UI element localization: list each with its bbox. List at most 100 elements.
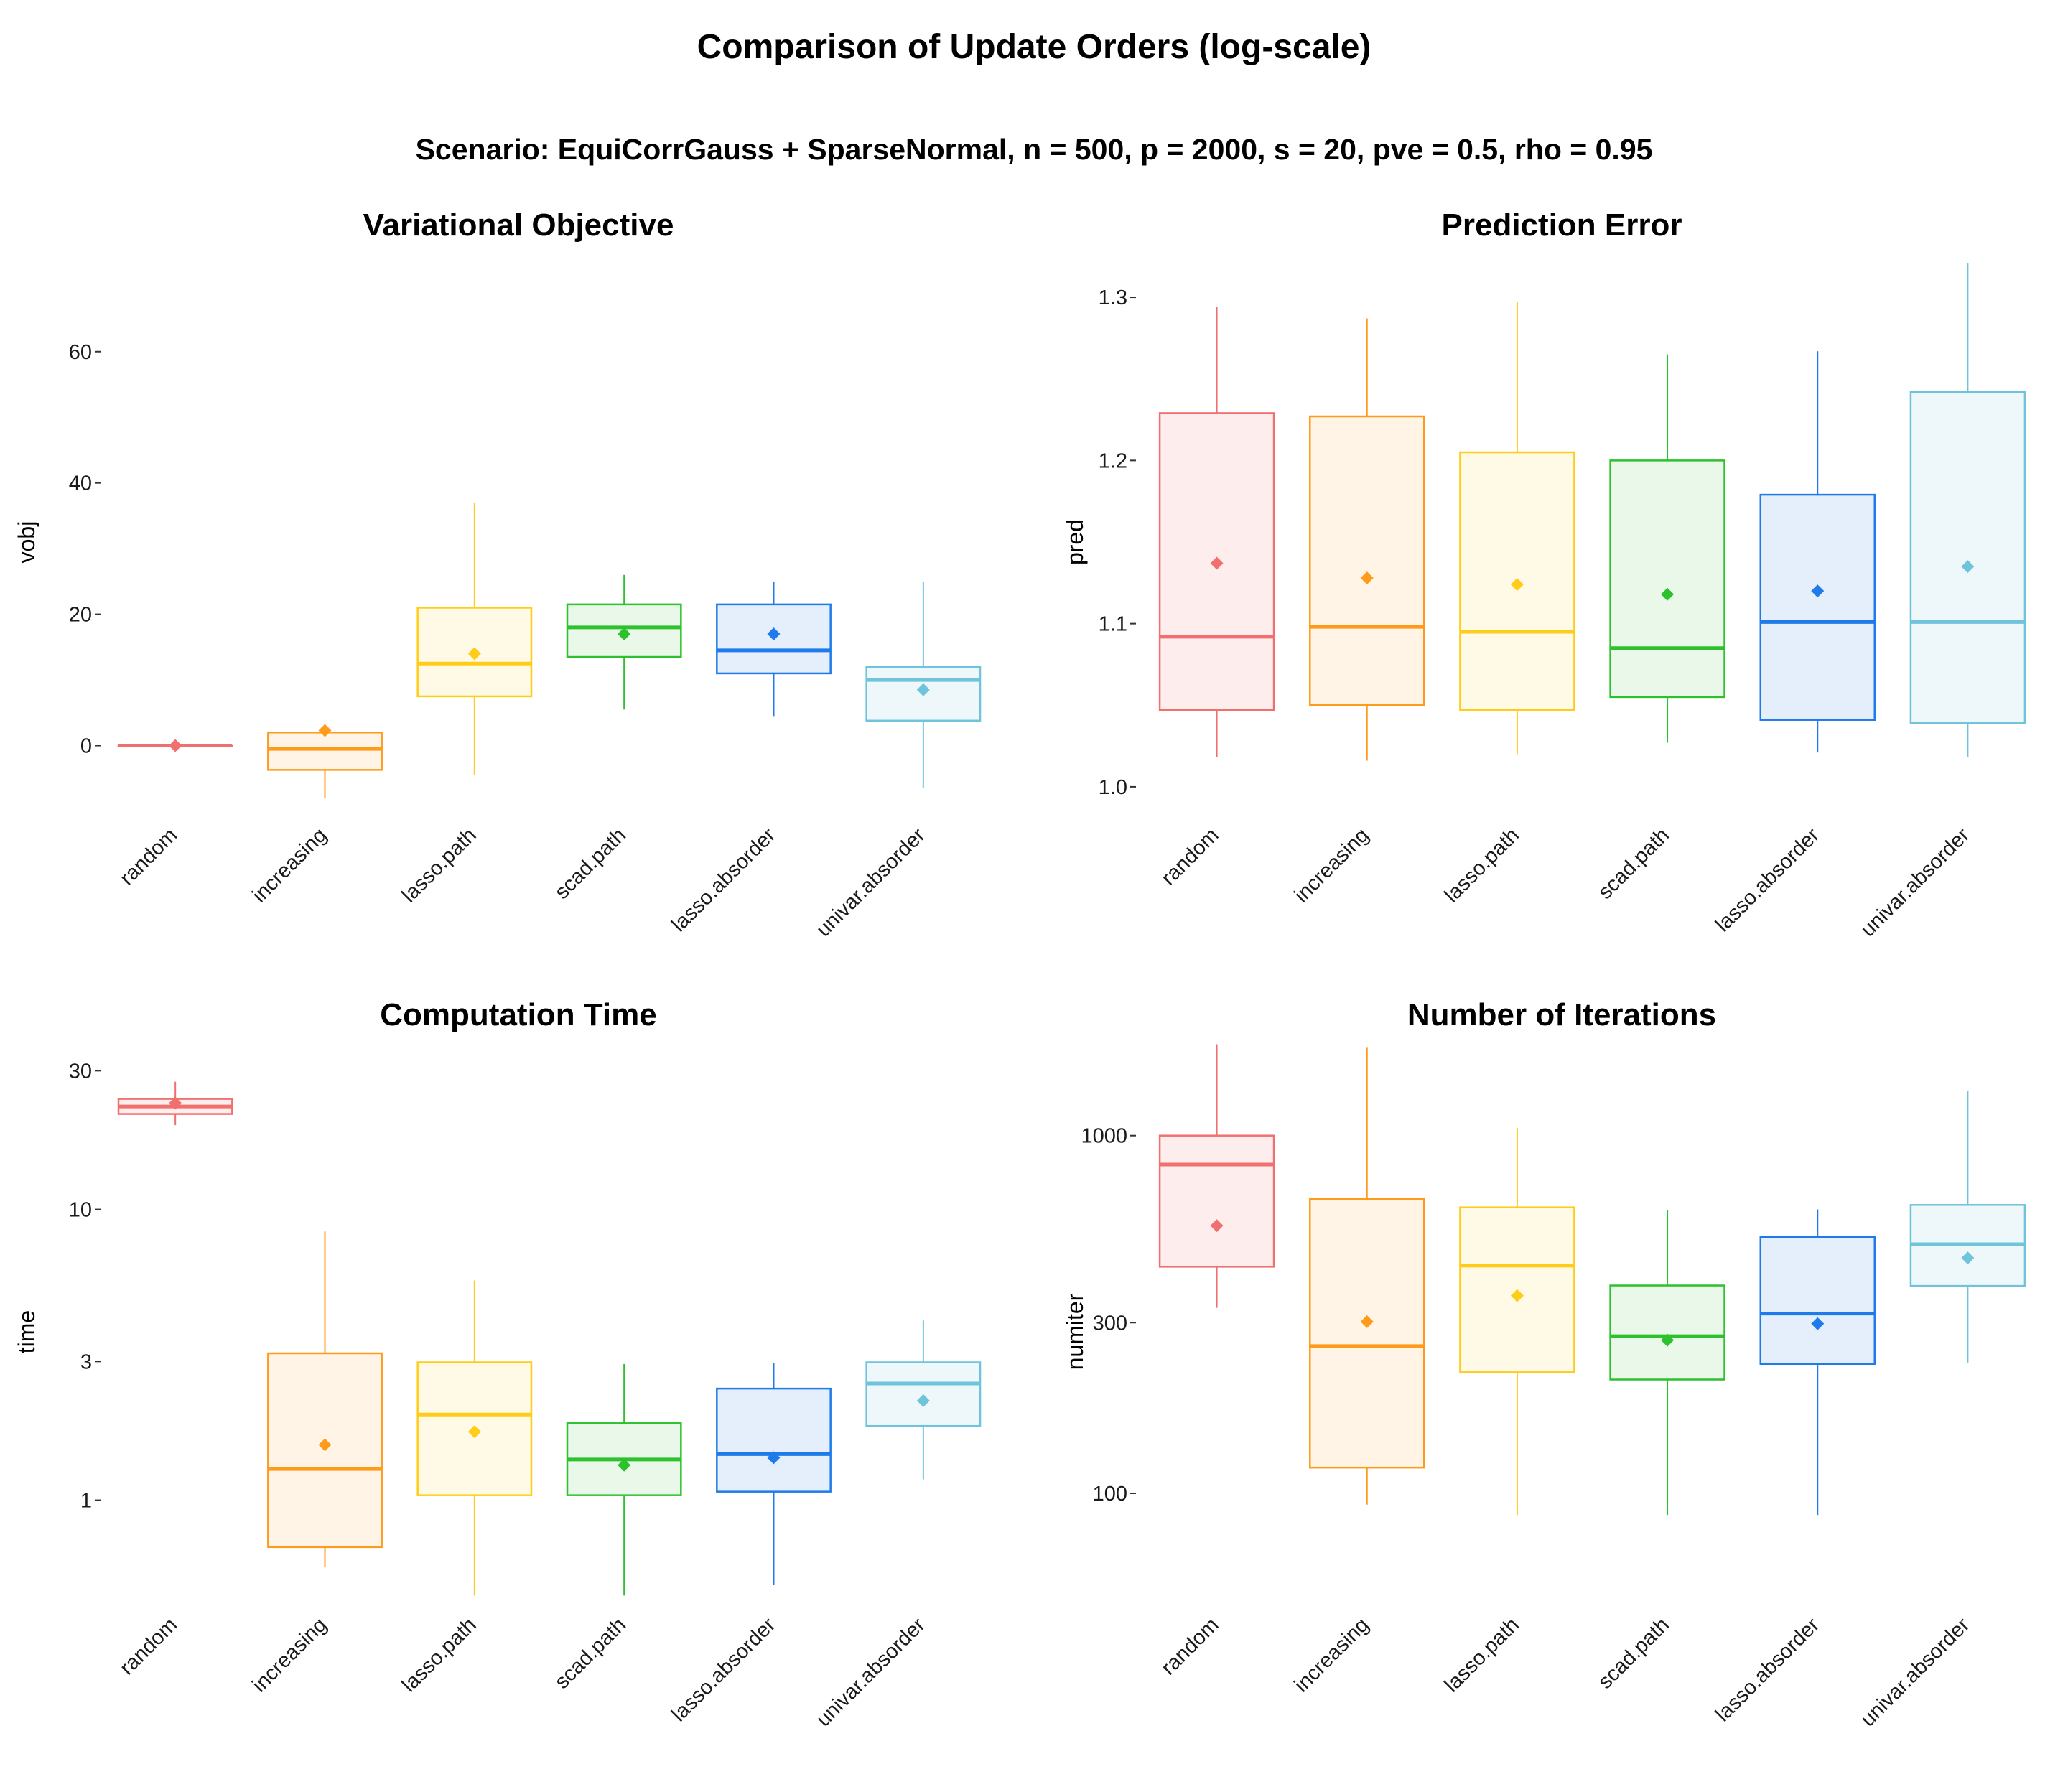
y-tick-label: 100 — [1093, 1483, 1127, 1506]
box-random — [1158, 1044, 1275, 1308]
box-random — [1158, 307, 1275, 757]
box-scad-path — [1609, 354, 1725, 743]
box-increasing — [1309, 318, 1425, 761]
panel-title: Number of Iterations — [1407, 997, 1716, 1032]
x-tick-label: lasso.path — [398, 1613, 481, 1697]
mean-marker — [1210, 556, 1224, 570]
y-axis-label: pred — [1062, 519, 1088, 565]
mean-marker — [1661, 587, 1675, 601]
x-tick-label: lasso.absorder — [667, 1613, 780, 1726]
box-scad-path — [566, 1363, 682, 1596]
x-tick-label: lasso.path — [398, 823, 481, 907]
box-increasing — [267, 1231, 383, 1567]
mean-marker — [1510, 578, 1524, 592]
y-tick-label: 3 — [80, 1350, 92, 1373]
iqr-box — [1309, 1198, 1425, 1469]
mean-marker — [467, 1425, 481, 1439]
box-random — [117, 739, 233, 752]
x-tick-label: random — [1157, 1613, 1223, 1679]
iqr-box — [416, 1361, 533, 1496]
iqr-box — [716, 1387, 832, 1493]
mean-marker — [767, 1451, 781, 1465]
x-tick-label: increasing — [248, 1613, 331, 1697]
mean-marker — [916, 683, 930, 696]
y-axis-label: vobj — [14, 521, 39, 564]
y-tick-label: 0 — [80, 735, 92, 758]
x-tick-label: lasso.path — [1440, 823, 1524, 907]
panel-prediction-error: Prediction Error pred 1.0 1.1 1.2 1.3 random in… — [1062, 207, 2026, 941]
box-random — [117, 1081, 233, 1126]
box-scad-path — [1609, 1210, 1725, 1516]
x-tick-label: scad.path — [1593, 1613, 1674, 1694]
iqr-box — [1459, 1206, 1575, 1373]
y-tick-label: 60 — [69, 341, 92, 364]
iqr-box — [1609, 459, 1725, 699]
mean-marker — [467, 647, 481, 661]
x-tick-label: random — [1157, 823, 1223, 890]
mean-marker — [767, 627, 781, 641]
mean-marker — [1811, 584, 1825, 598]
x-tick-label: increasing — [1290, 823, 1374, 907]
figure-title: Comparison of Update Orders (log-scale) — [697, 28, 1371, 66]
x-tick-label: lasso.absorder — [1711, 1613, 1824, 1726]
mean-marker — [1661, 1333, 1675, 1347]
mean-marker — [1210, 1219, 1224, 1233]
x-tick-label: lasso.absorder — [1711, 823, 1824, 936]
iqr-box — [267, 731, 383, 771]
x-tick-label: increasing — [248, 823, 331, 907]
box-lasso-absorder — [1759, 351, 1876, 753]
mean-marker — [1961, 1251, 1975, 1265]
y-tick-label: 300 — [1093, 1312, 1127, 1335]
iqr-box — [1609, 1284, 1725, 1381]
x-tick-label: lasso.path — [1440, 1613, 1524, 1697]
x-tick-label: random — [116, 823, 182, 890]
box-lasso-absorder — [716, 1363, 832, 1585]
y-tick-label: 20 — [69, 604, 92, 627]
panel-number-of-iterations: Number of Iterations numiter 100 300 1000 ran… — [1062, 997, 2026, 1731]
panel-title: Prediction Error — [1442, 207, 1682, 243]
box-lasso-path — [416, 1280, 533, 1596]
iqr-box — [716, 603, 832, 675]
mean-marker — [916, 1394, 930, 1407]
mean-marker — [169, 739, 182, 752]
panel-variational-objective: Variational Objective vobj 0 20 40 60 random in… — [14, 207, 982, 941]
mean-marker — [618, 1458, 631, 1472]
y-tick-label: 1 — [80, 1490, 92, 1513]
box-lasso-path — [416, 503, 533, 775]
box-univar-absorder — [1909, 1091, 2026, 1363]
y-tick-label: 1.3 — [1099, 286, 1127, 309]
x-tick-label: univar.absorder — [1856, 823, 1974, 941]
y-axis-label: time — [14, 1310, 39, 1353]
figure-subtitle: Scenario: EquiCorrGauss + SparseNormal, … — [415, 133, 1653, 166]
y-tick-label: 30 — [69, 1060, 92, 1083]
y-tick-label: 1.2 — [1099, 449, 1127, 472]
y-tick-label: 1000 — [1081, 1125, 1127, 1148]
mean-marker — [1360, 571, 1374, 584]
x-tick-label: univar.absorder — [1856, 1613, 1974, 1731]
y-tick-label: 10 — [69, 1199, 92, 1222]
x-tick-label: scad.path — [1593, 823, 1674, 904]
mean-marker — [1811, 1317, 1825, 1330]
mean-marker — [1360, 1315, 1374, 1328]
x-tick-label: univar.absorder — [812, 1613, 930, 1731]
mean-marker — [169, 1096, 182, 1110]
x-tick-label: increasing — [1290, 1613, 1374, 1697]
iqr-box — [1759, 1236, 1876, 1366]
mean-marker — [1961, 560, 1975, 574]
mean-marker — [1510, 1289, 1524, 1302]
y-axis-label: numiter — [1062, 1293, 1088, 1370]
iqr-box — [865, 1361, 982, 1427]
y-tick-label: 1.1 — [1099, 613, 1127, 636]
mean-marker — [318, 724, 332, 737]
box-univar-absorder — [865, 581, 982, 788]
mean-marker — [318, 1438, 332, 1452]
panel-computation-time: Computation Time time 1 3 10 30 random increasi… — [14, 997, 982, 1731]
x-tick-label: univar.absorder — [812, 823, 930, 941]
box-lasso-absorder — [716, 581, 832, 717]
mean-marker — [618, 627, 631, 641]
iqr-box — [1158, 1134, 1275, 1268]
x-tick-label: scad.path — [551, 1613, 631, 1694]
iqr-box — [1909, 391, 2026, 724]
box-lasso-path — [1459, 302, 1575, 755]
